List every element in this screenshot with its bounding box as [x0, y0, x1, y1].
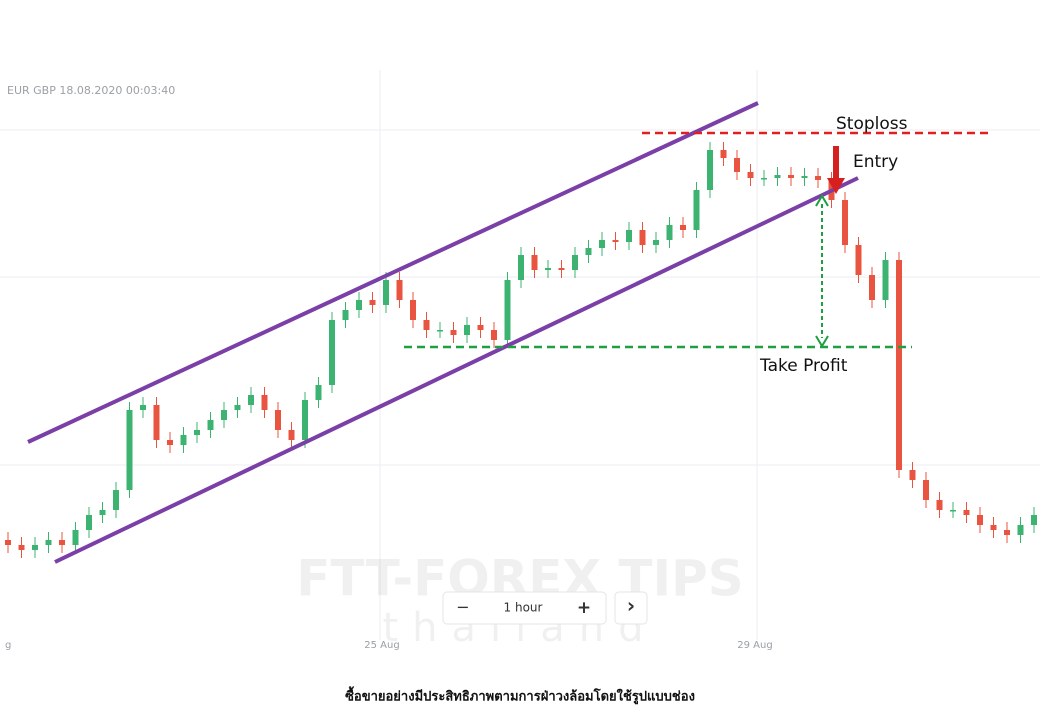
candles [5, 142, 1037, 558]
candle-body [315, 385, 322, 400]
candle-body [896, 260, 902, 470]
x-label: g [5, 640, 11, 651]
candle-body [1017, 525, 1024, 535]
candle-body [275, 410, 281, 430]
candle-body [653, 240, 659, 245]
candle-body [585, 248, 592, 255]
candle-body [801, 176, 808, 178]
x-label: 29 Aug [737, 640, 772, 651]
candle-body [423, 320, 430, 330]
candle-body [531, 255, 538, 270]
candle-body [72, 530, 79, 545]
take-profit-label: Take Profit [759, 356, 848, 376]
candle-body [207, 420, 214, 430]
candle-body [626, 230, 632, 242]
candle-body [720, 150, 727, 158]
candle-body [977, 515, 983, 525]
candle-body [936, 500, 943, 510]
x-label: 25 Aug [364, 640, 399, 651]
entry-label: Entry [853, 152, 898, 172]
candle-body [693, 190, 700, 230]
candle-body [990, 525, 997, 530]
candle-body [666, 225, 673, 240]
candle-body [153, 405, 160, 440]
candle-body [815, 176, 821, 180]
candle-body [761, 178, 767, 180]
candle-body [396, 280, 403, 300]
candle-body [369, 300, 376, 305]
next-icon[interactable]: › [627, 594, 635, 618]
zoom-control: − 1 hour + › [442, 591, 648, 625]
candle-body [234, 405, 241, 410]
candle-body [545, 268, 551, 270]
candle-body [99, 510, 106, 515]
candle-body [950, 510, 956, 512]
entry-arrow [827, 146, 845, 194]
candle-body [86, 515, 92, 530]
candle-body [599, 240, 605, 248]
candle-body [909, 470, 916, 480]
stoploss-label: Stoploss [836, 114, 908, 134]
candle-body [612, 240, 619, 242]
candle-body [140, 405, 146, 410]
candle-body [410, 300, 416, 320]
candle-body [302, 400, 308, 440]
channel-bottom [54, 176, 859, 564]
candle-body [464, 325, 470, 335]
candle-body [518, 255, 524, 280]
candle-body [1004, 530, 1010, 535]
channel-top [27, 101, 759, 444]
candle-body [734, 158, 740, 172]
candle-body [639, 230, 646, 245]
zoom-in[interactable]: + [577, 598, 591, 618]
candle-body [491, 330, 497, 340]
candle-body [59, 540, 65, 545]
candle-body [5, 540, 11, 545]
candle-body [680, 225, 686, 230]
candle-body [450, 330, 457, 335]
candle-body [167, 440, 173, 445]
candle-body [1031, 515, 1037, 525]
candle-body [963, 510, 970, 515]
candle-body [869, 275, 875, 300]
candle-body [477, 325, 484, 330]
candle-body [774, 175, 781, 178]
candle-body [113, 490, 119, 510]
candle-body [558, 268, 565, 270]
candle-body [180, 435, 187, 445]
candle-body [842, 200, 848, 245]
candle-body [882, 260, 889, 300]
candle-body [437, 330, 443, 332]
candle-body [32, 545, 38, 550]
candle-body [288, 430, 295, 440]
candle-body [194, 430, 200, 435]
control-box [442, 591, 607, 625]
candle-body [572, 255, 578, 270]
candle-body [18, 545, 25, 550]
candle-body [923, 480, 929, 500]
candle-body [45, 540, 52, 545]
candle-body [747, 172, 754, 178]
candle-body [707, 150, 713, 190]
next-button[interactable] [614, 591, 648, 625]
zoom-out[interactable]: − [456, 598, 469, 617]
candle-body [329, 320, 335, 385]
candle-body [126, 410, 133, 490]
caption: ซื้อขายอย่างมีประสิทธิภาพตามการฝ่าวงล้อม… [345, 686, 695, 705]
candle-body [342, 310, 349, 320]
interval[interactable]: 1 hour [504, 601, 543, 615]
candle-body [248, 395, 254, 405]
candle-body [221, 410, 227, 420]
candle-body [855, 245, 862, 275]
arrow-heads [815, 194, 829, 348]
candle-body [356, 300, 362, 310]
candle-body [788, 175, 794, 178]
candle-body [383, 280, 389, 305]
header: EUR GBP 18.08.2020 00:03:40 [7, 84, 175, 97]
candle-body [504, 280, 511, 340]
candle-body [261, 395, 268, 410]
